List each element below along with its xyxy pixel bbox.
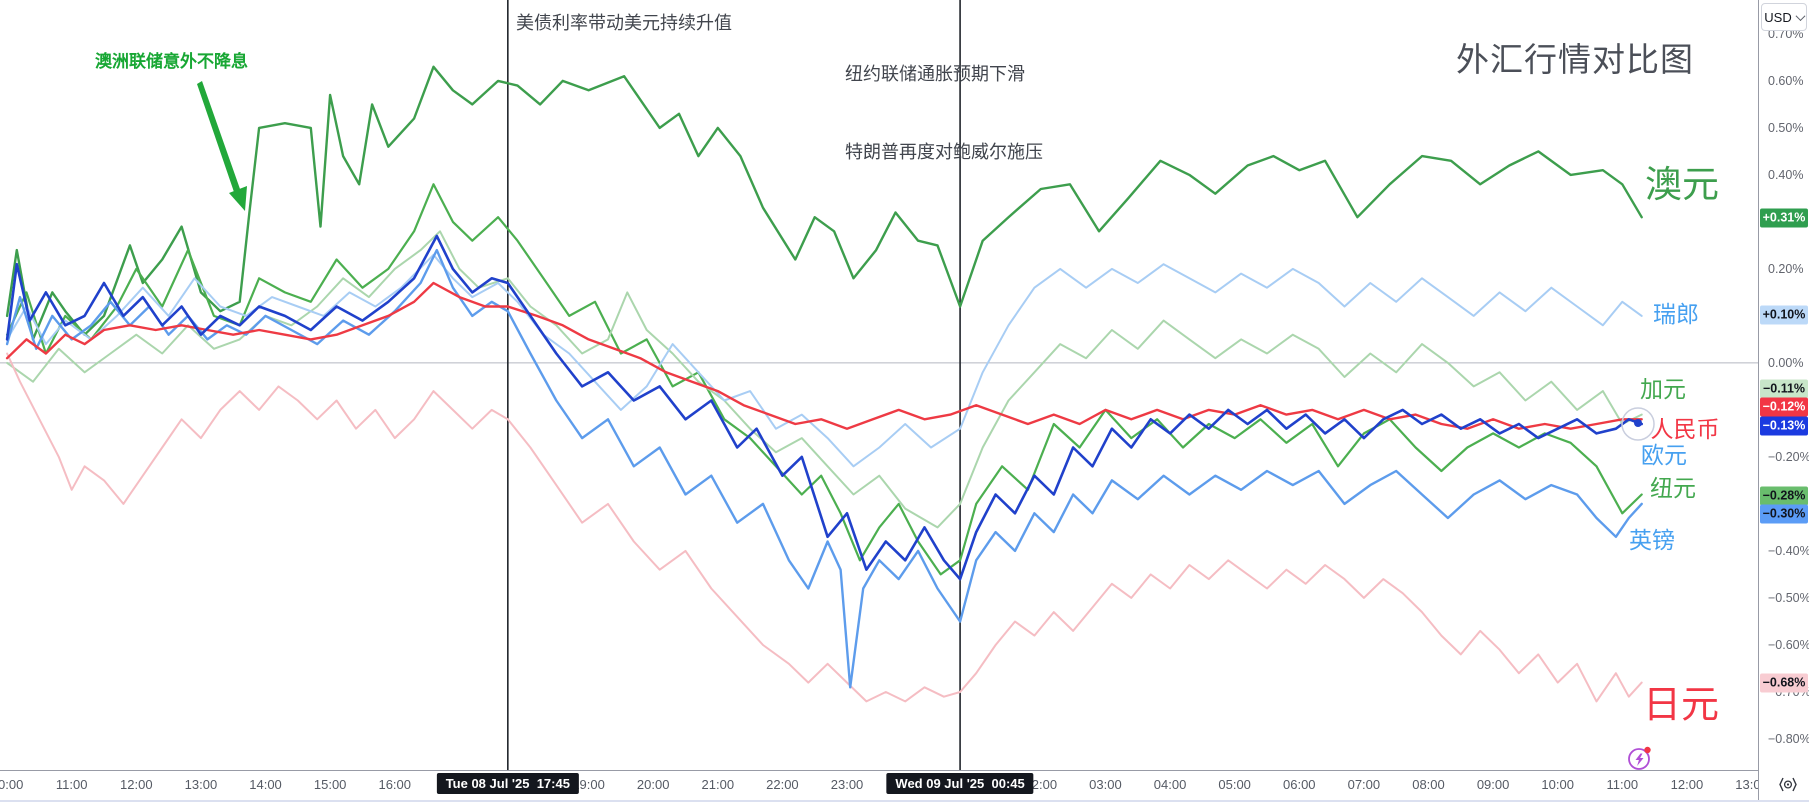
currency-label[interactable]: 英镑 [1629, 527, 1675, 553]
series-line-欧元 EUR [5, 234, 1643, 581]
currency-label[interactable]: 瑞郎 [1653, 301, 1699, 327]
event-time-badge: Tue 08 Jul '25 17:45 [436, 773, 579, 794]
time-scale[interactable]: 10:00 11:00 12:00 13:00 14:00 15:00 16:00 19:00… [0, 770, 1758, 801]
time-tick-label: 13:00 [1735, 777, 1758, 792]
time-tick-label: 10:00 [1541, 777, 1574, 792]
price-badge: +0.31% [1760, 208, 1808, 228]
currency-label[interactable]: 加元 [1640, 376, 1686, 402]
price-tick-label: 0.60% [1768, 73, 1804, 88]
time-tick-label: 06:00 [1282, 777, 1316, 792]
annotation-us-yields[interactable]: 美债利率带动美元持续升值 [516, 13, 732, 33]
event-vertical-lines[interactable] [507, 0, 961, 770]
price-badge: −0.68% [1760, 673, 1808, 693]
time-tick-label: 08:00 [1412, 777, 1445, 792]
rba-arrow[interactable] [197, 81, 247, 211]
time-tick-label: 14:00 [249, 777, 282, 792]
price-badge: +0.10% [1760, 305, 1808, 325]
series-line-日元 JPY [6, 352, 1643, 703]
price-badge: −0.13% [1760, 416, 1808, 436]
price-scale[interactable]: USD 0.70% 0.60% 0.50% 0.40% 0.20% 0.00% −0.20%… [1758, 0, 1809, 802]
time-tick-label: 21:00 [701, 777, 735, 792]
annotation-ny-fed-line1: 纽约联储通胀预期下滑 [845, 64, 1025, 84]
series-line-瑞郎 CHF [6, 253, 1643, 468]
price-tick-label: 0.40% [1768, 167, 1804, 182]
event-time-badge: Wed 09 Jul '25 00:45 [886, 773, 1034, 794]
price-badge: −0.12% [1760, 397, 1808, 417]
time-tick-label: 23:00 [830, 777, 864, 792]
time-tick-label: 12:00 [120, 777, 153, 792]
time-tick-label: 13:00 [184, 777, 218, 792]
price-tick-label: −0.80% [1768, 731, 1809, 746]
time-tick-label: 05:00 [1218, 777, 1251, 792]
time-tick-label: 15:00 [313, 777, 347, 792]
currency-label[interactable]: 人民币 [1650, 416, 1720, 442]
chart-title: 外汇行情对比图 [1456, 41, 1694, 78]
bottom-separator [0, 800, 1809, 802]
time-tick-label: 22:00 [766, 777, 799, 792]
time-tick-label: 19:00 [572, 777, 605, 792]
price-tick-label: 0.50% [1768, 120, 1804, 135]
last-point-ring [1621, 407, 1655, 441]
annotation-ny-fed[interactable]: 纽约联储通胀预期下滑 特朗普再度对鲍威尔施压 [845, 9, 1043, 217]
price-tick-label: −0.60% [1768, 637, 1809, 652]
price-badge: −0.30% [1760, 504, 1808, 524]
series-line-澳元 AUD [5, 65, 1643, 341]
last-point-dot [1634, 419, 1642, 427]
time-tick-label: 11:00 [1606, 777, 1639, 792]
annotation-ny-fed-line2: 特朗普再度对鲍威尔施压 [845, 142, 1043, 162]
price-tick-label: 0.00% [1768, 355, 1804, 370]
currency-label[interactable]: 纽元 [1650, 475, 1696, 501]
time-tick-label: 12:00 [1670, 777, 1704, 792]
time-tick-label: 10:00 [0, 777, 24, 792]
scale-settings-icon [1779, 777, 1797, 792]
price-badge: −0.28% [1760, 486, 1808, 506]
time-tick-label: 16:00 [378, 777, 412, 792]
price-scale-settings-button[interactable] [1778, 776, 1798, 793]
chevron-down-icon [1795, 10, 1806, 21]
time-tick-label: 07:00 [1347, 777, 1381, 792]
base-currency-value: USD [1764, 9, 1792, 25]
series-line-加元 CAD [6, 230, 1643, 529]
base-currency-selector[interactable]: USD [1761, 3, 1807, 31]
time-tick-label: 03:00 [1089, 777, 1122, 792]
price-badge: −0.11% [1760, 379, 1808, 399]
annotation-rba[interactable]: 澳洲联储意外不降息 [95, 52, 248, 71]
price-tick-label: −0.40% [1768, 543, 1809, 558]
currency-label[interactable]: 澳元 [1645, 164, 1719, 205]
lightning-icon [1628, 746, 1651, 770]
time-tick-label: 04:00 [1153, 777, 1187, 792]
time-tick-label: 11:00 [55, 777, 88, 792]
currency-label[interactable]: 欧元 [1641, 442, 1687, 468]
plot-area[interactable] [0, 0, 1758, 770]
events-flash-button[interactable] [1627, 745, 1653, 771]
time-tick-label: 09:00 [1476, 777, 1510, 792]
currency-label[interactable]: 日元 [1642, 684, 1720, 727]
series-line-纽元 NZD [5, 183, 1643, 576]
price-tick-label: −0.50% [1768, 590, 1809, 605]
series-line-人民币 CNY [5, 281, 1643, 430]
time-tick-label: 20:00 [636, 777, 670, 792]
series-line-英镑 GBP [5, 248, 1643, 689]
price-tick-label: −0.20% [1768, 449, 1809, 464]
price-tick-label: 0.20% [1768, 261, 1804, 276]
